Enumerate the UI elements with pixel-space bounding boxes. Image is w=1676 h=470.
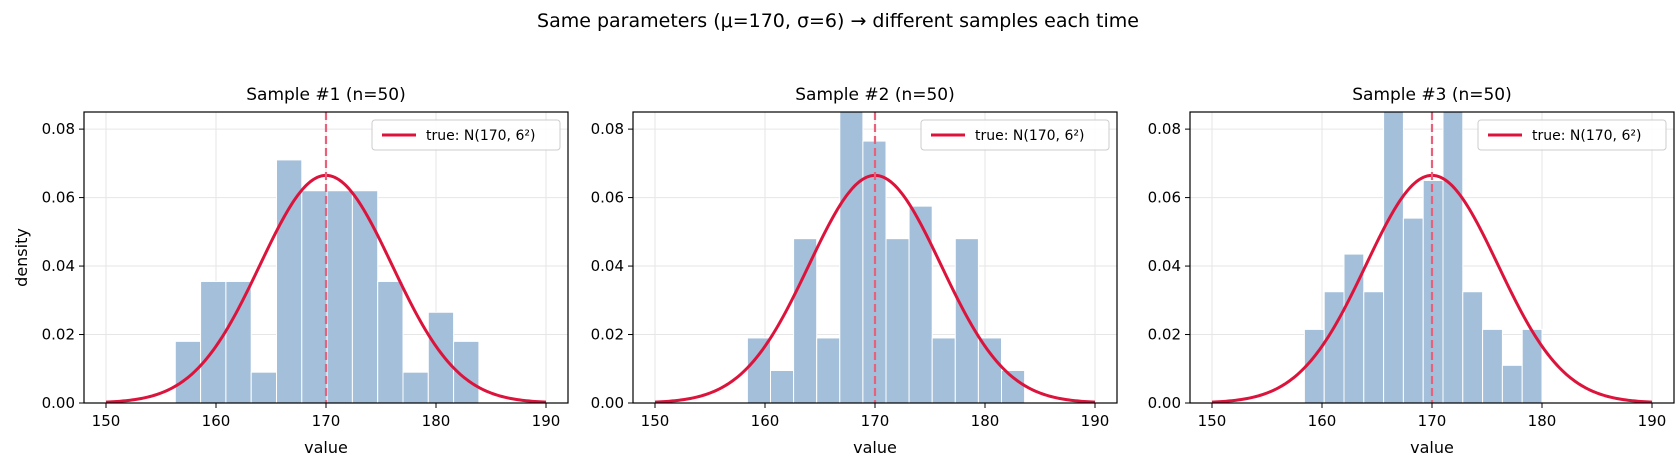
x-tick-label: 160 bbox=[751, 412, 780, 430]
histogram-bar bbox=[427, 311, 455, 403]
x-axis-label: value bbox=[1410, 438, 1454, 457]
legend-box bbox=[920, 119, 1110, 151]
histogram-bar bbox=[885, 238, 910, 403]
x-tick-label: 180 bbox=[1528, 412, 1557, 430]
histogram-bar bbox=[351, 190, 379, 403]
histogram-bars bbox=[746, 112, 1026, 403]
histogram-bar bbox=[816, 337, 841, 403]
histogram-bar bbox=[793, 238, 818, 403]
chart-panel-2: 150 160 170 180 190 0.00 0.02 0.04 0.06 0.08 value… bbox=[591, 85, 1118, 457]
x-tick-label: 150 bbox=[641, 412, 670, 430]
legend: true: N(170, 6²) bbox=[371, 119, 561, 151]
histogram-bar bbox=[1402, 217, 1424, 403]
histogram-bar bbox=[326, 190, 353, 403]
chart-panel-3: 150 160 170 180 190 0.00 0.02 0.04 0.06 0.08 value… bbox=[1148, 85, 1675, 457]
x-tick-label: 160 bbox=[1308, 412, 1337, 430]
x-tick-label: 170 bbox=[312, 412, 341, 430]
histogram-bar bbox=[200, 280, 227, 403]
legend: true: N(170, 6²) bbox=[1477, 119, 1667, 151]
histogram-bar bbox=[225, 280, 252, 403]
histogram-bar bbox=[908, 205, 933, 403]
legend-label: true: N(170, 6²) bbox=[975, 128, 1084, 144]
y-tick-label: 0.02 bbox=[591, 326, 624, 344]
legend-box bbox=[1477, 119, 1667, 151]
y-tick-label: 0.06 bbox=[1148, 189, 1181, 207]
histogram-bar bbox=[1462, 291, 1484, 403]
x-tick-label: 150 bbox=[92, 412, 121, 430]
chart-panel-1: 150 160 170 180 190 0.00 0.02 0.04 0.06 0.08 value… bbox=[12, 85, 569, 457]
x-axis-label: value bbox=[853, 438, 897, 457]
histogram-bar bbox=[1501, 364, 1523, 403]
x-tick-label: 180 bbox=[422, 412, 451, 430]
panels: 150 160 170 180 190 0.00 0.02 0.04 0.06 0.08 value… bbox=[12, 85, 1675, 457]
histogram-bar bbox=[1442, 112, 1464, 403]
histogram-bar bbox=[174, 340, 202, 403]
y-tick-label: 0.04 bbox=[591, 257, 624, 275]
x-tick-label: 190 bbox=[1081, 412, 1110, 430]
y-tick-label: 0.06 bbox=[42, 189, 75, 207]
legend: true: N(170, 6²) bbox=[920, 119, 1110, 151]
y-axis-label: density bbox=[12, 228, 31, 287]
histogram-bars bbox=[1303, 112, 1543, 403]
histogram-bar bbox=[770, 369, 795, 403]
y-tick-label: 0.00 bbox=[1148, 394, 1181, 412]
y-tick-label: 0.04 bbox=[1148, 257, 1181, 275]
histogram-bar bbox=[250, 371, 277, 403]
histogram-bar bbox=[931, 337, 956, 403]
histogram-bar bbox=[839, 112, 864, 403]
histogram-bar bbox=[1363, 291, 1385, 403]
histogram-bar bbox=[977, 337, 1003, 403]
histogram-bar bbox=[954, 238, 979, 403]
y-tick-label: 0.06 bbox=[591, 189, 624, 207]
panel-title: Sample #2 (n=50) bbox=[795, 85, 955, 105]
histogram-bars bbox=[174, 159, 480, 403]
histogram-bar bbox=[377, 280, 404, 403]
histogram-bar bbox=[1482, 328, 1503, 403]
y-tick-label: 0.00 bbox=[591, 394, 624, 412]
histogram-bar bbox=[1323, 291, 1345, 403]
y-tick-label: 0.08 bbox=[1148, 120, 1181, 138]
histogram-bar bbox=[1383, 112, 1404, 403]
figure-title: Same parameters (μ=170, σ=6) → different… bbox=[537, 10, 1139, 32]
histogram-bar bbox=[301, 190, 328, 403]
histogram-bar bbox=[746, 337, 772, 403]
histogram-bar bbox=[1001, 369, 1026, 403]
panel-title: Sample #3 (n=50) bbox=[1352, 85, 1512, 105]
x-tick-label: 190 bbox=[1638, 412, 1667, 430]
histogram-bar bbox=[402, 371, 429, 403]
x-axis-label: value bbox=[304, 438, 348, 457]
y-tick-label: 0.08 bbox=[591, 120, 624, 138]
y-tick-label: 0.08 bbox=[42, 120, 75, 138]
y-tick-label: 0.00 bbox=[42, 394, 75, 412]
y-tick-label: 0.02 bbox=[42, 326, 75, 344]
x-tick-label: 180 bbox=[971, 412, 1000, 430]
panel-title: Sample #1 (n=50) bbox=[246, 85, 406, 105]
x-tick-label: 170 bbox=[1418, 412, 1447, 430]
x-tick-label: 160 bbox=[202, 412, 231, 430]
y-tick-label: 0.02 bbox=[1148, 326, 1181, 344]
legend-label: true: N(170, 6²) bbox=[1532, 128, 1641, 144]
legend-box bbox=[371, 119, 561, 151]
y-tick-label: 0.04 bbox=[42, 257, 75, 275]
x-tick-label: 150 bbox=[1198, 412, 1227, 430]
x-tick-label: 170 bbox=[861, 412, 890, 430]
legend-label: true: N(170, 6²) bbox=[426, 128, 535, 144]
x-tick-label: 190 bbox=[532, 412, 561, 430]
